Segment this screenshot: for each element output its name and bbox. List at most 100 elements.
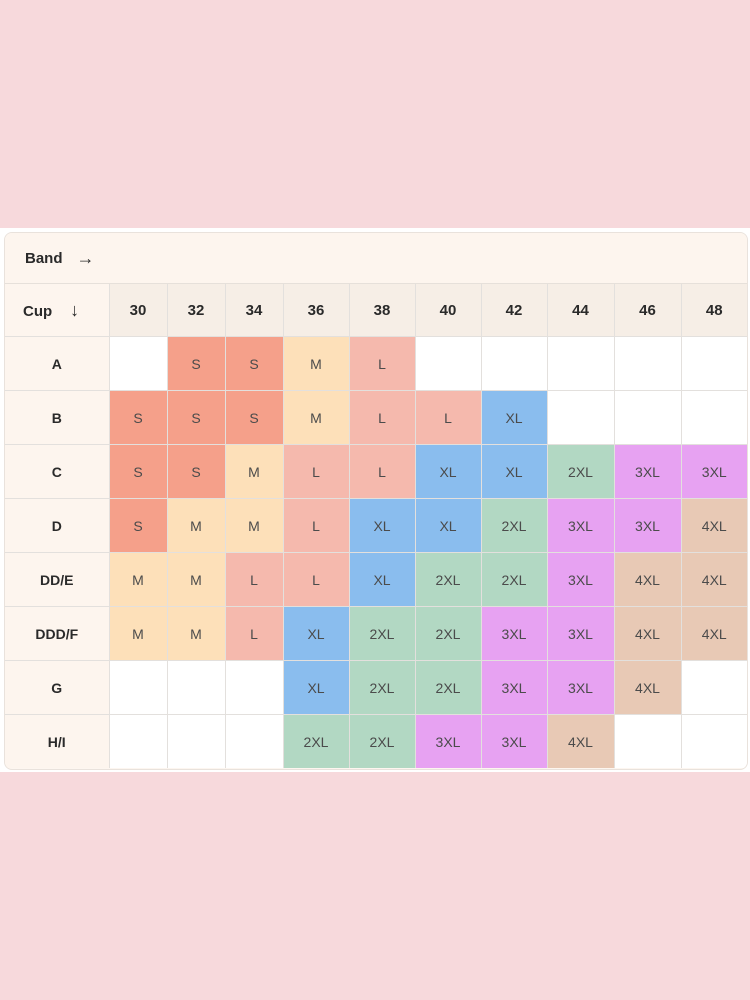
- size-cell: 2XL: [480, 498, 548, 553]
- size-cell: S: [108, 444, 168, 499]
- size-cell: L: [348, 336, 416, 391]
- empty-cell: [546, 336, 615, 391]
- size-cell: S: [108, 390, 168, 445]
- cup-label: Cup: [23, 302, 53, 320]
- band-size-row: Cup ↓ 30 32 34 36 38 40 42 44 46 48: [5, 284, 747, 337]
- size-cell: 2XL: [414, 606, 482, 661]
- empty-cell: [166, 714, 226, 768]
- empty-cell: [224, 714, 284, 768]
- size-cell: XL: [282, 606, 350, 661]
- size-cell: S: [166, 336, 226, 391]
- size-cell: 3XL: [546, 660, 615, 715]
- table-row: C S S M L L XL XL 2XL 3XL 3XL: [5, 444, 747, 499]
- band-size-header: 40: [414, 284, 482, 337]
- size-cell: M: [282, 336, 350, 391]
- size-cell: L: [282, 552, 350, 607]
- empty-cell: [414, 336, 482, 391]
- size-cell: M: [224, 444, 284, 499]
- cup-size-label: G: [5, 660, 110, 715]
- empty-cell: [613, 390, 682, 445]
- empty-cell: [166, 660, 226, 715]
- empty-cell: [680, 660, 747, 715]
- band-label: Band: [25, 249, 63, 267]
- cup-size-label: B: [5, 390, 110, 445]
- size-cell: 3XL: [480, 714, 548, 768]
- cup-size-label: H/I: [5, 714, 110, 768]
- size-cell: 3XL: [680, 444, 747, 499]
- size-cell: L: [348, 390, 416, 445]
- empty-cell: [108, 660, 168, 715]
- size-cell: 2XL: [348, 714, 416, 768]
- cup-header: Cup ↓: [5, 284, 110, 337]
- band-size-header: 46: [613, 284, 682, 337]
- band-header: Band →: [5, 233, 747, 284]
- table-row: B S S S M L L XL: [5, 390, 747, 445]
- size-cell: XL: [414, 498, 482, 553]
- size-cell: S: [166, 390, 226, 445]
- band-size-header: 42: [480, 284, 548, 337]
- cup-size-label: A: [5, 336, 110, 391]
- cup-size-label: C: [5, 444, 110, 499]
- size-cell: S: [108, 498, 168, 553]
- size-cell: 4XL: [613, 606, 682, 661]
- table-row: G XL 2XL 2XL 3XL 3XL 4XL: [5, 660, 747, 715]
- cup-size-label: DDD/F: [5, 606, 110, 661]
- size-cell: XL: [480, 390, 548, 445]
- empty-cell: [680, 714, 747, 768]
- band-size-header: 38: [348, 284, 416, 337]
- size-cell: XL: [348, 498, 416, 553]
- band-size-header: 30: [108, 284, 168, 337]
- table-row: DD/E M M L L XL 2XL 2XL 3XL 4XL 4XL: [5, 552, 747, 607]
- size-cell: XL: [282, 660, 350, 715]
- table-row: D S M M L XL XL 2XL 3XL 3XL 4XL: [5, 498, 747, 553]
- size-cell: 3XL: [546, 498, 615, 553]
- cup-size-label: DD/E: [5, 552, 110, 607]
- size-cell: L: [282, 444, 350, 499]
- size-cell: S: [224, 336, 284, 391]
- size-cell: S: [224, 390, 284, 445]
- size-cell: L: [224, 552, 284, 607]
- size-cell: L: [224, 606, 284, 661]
- empty-cell: [613, 714, 682, 768]
- size-cell: 4XL: [546, 714, 615, 768]
- size-cell: 2XL: [348, 660, 416, 715]
- empty-cell: [680, 336, 747, 391]
- size-cell: 2XL: [348, 606, 416, 661]
- band-size-header: 36: [282, 284, 350, 337]
- band-size-header: 34: [224, 284, 284, 337]
- size-cell: 2XL: [414, 552, 482, 607]
- size-cell: 2XL: [414, 660, 482, 715]
- empty-cell: [108, 336, 168, 391]
- arrow-right-icon: →: [76, 247, 95, 268]
- table-row: H/I 2XL 2XL 3XL 3XL 4XL: [5, 714, 747, 768]
- size-cell: 4XL: [613, 552, 682, 607]
- size-cell: 3XL: [414, 714, 482, 768]
- size-cell: 2XL: [282, 714, 350, 768]
- size-cell: 3XL: [546, 552, 615, 607]
- table-row: DDD/F M M L XL 2XL 2XL 3XL 3XL 4XL 4XL: [5, 606, 747, 661]
- empty-cell: [108, 714, 168, 768]
- size-cell: 3XL: [613, 444, 682, 499]
- band-size-header: 44: [546, 284, 615, 337]
- band-size-header: 48: [680, 284, 747, 337]
- size-cell: XL: [480, 444, 548, 499]
- size-cell: 3XL: [613, 498, 682, 553]
- empty-cell: [613, 336, 682, 391]
- size-cell: M: [166, 606, 226, 661]
- cup-size-label: D: [5, 498, 110, 553]
- size-cell: 4XL: [680, 552, 747, 607]
- arrow-down-icon: ↓: [70, 299, 80, 320]
- empty-cell: [224, 660, 284, 715]
- size-cell: M: [166, 552, 226, 607]
- size-cell: 2XL: [546, 444, 615, 499]
- size-cell: M: [224, 498, 284, 553]
- size-cell: L: [348, 444, 416, 499]
- size-cell: 3XL: [480, 606, 548, 661]
- empty-cell: [680, 390, 747, 445]
- size-cell: 3XL: [546, 606, 615, 661]
- size-cell: M: [108, 606, 168, 661]
- size-cell: M: [166, 498, 226, 553]
- size-cell: 3XL: [480, 660, 548, 715]
